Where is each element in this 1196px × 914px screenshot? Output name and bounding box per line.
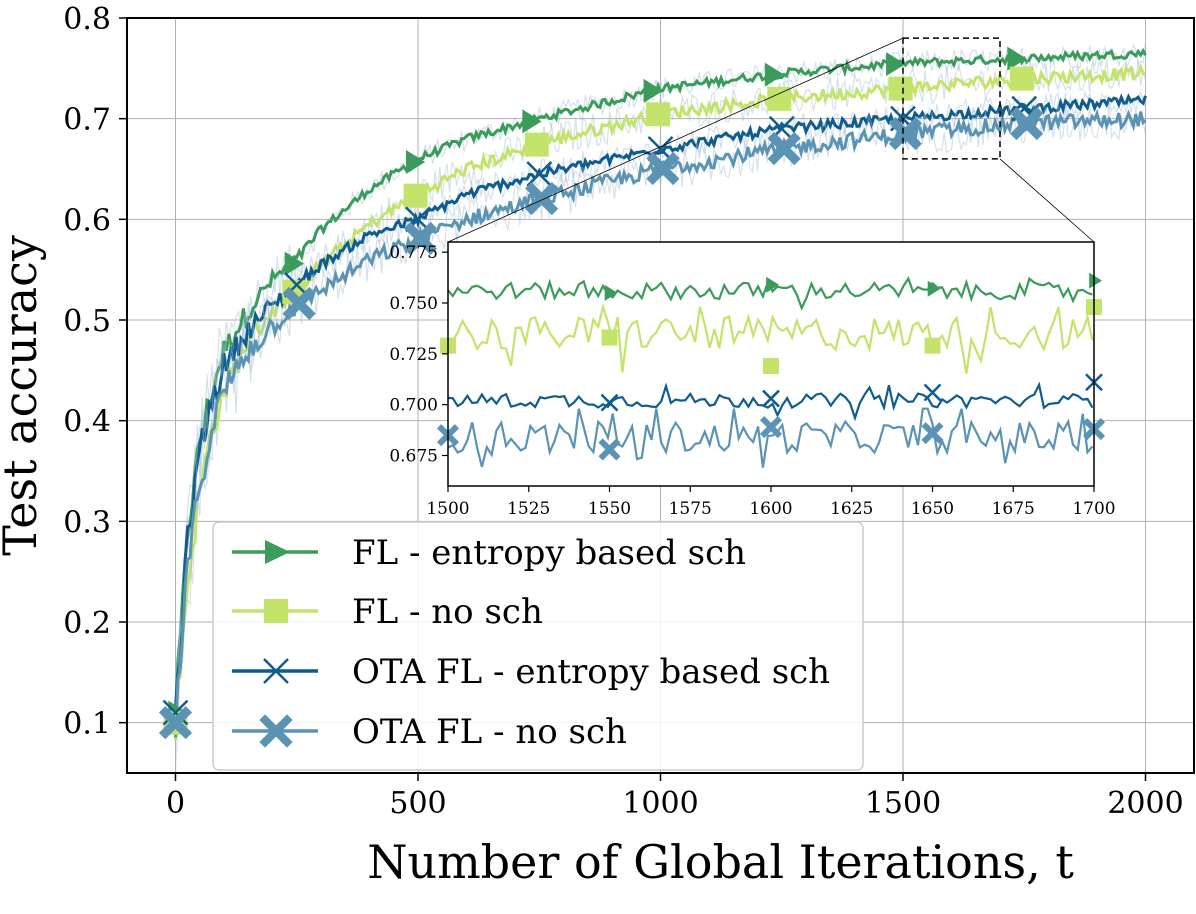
marker-ota-fl-no-sch [525, 182, 559, 216]
marker-ota-fl-no-sch [158, 706, 193, 740]
marker-ota-fl-no-sch [282, 286, 316, 320]
legend-swatch-fl-nosch [232, 599, 318, 623]
inset-marker-fl-no-sch [601, 329, 618, 346]
marker-fl-no-sch [646, 102, 671, 127]
legend-label-fl-entropy: FL - entropy based sch [352, 533, 746, 573]
marker-ota-fl-no-sch [403, 221, 437, 256]
inset-marker-fl-entropy-based-sch [1089, 272, 1102, 289]
inset-plot: 1500 1525 1550 1575 1600 1625 1650 1675 1700 0.67… [389, 241, 1116, 519]
y-tick-label: 0.2 [63, 606, 111, 641]
zoom-connector [999, 158, 1095, 243]
legend-swatch-ota-entropy [232, 658, 318, 684]
series-noise-ota-fl-entropy-based-sch [174, 89, 1147, 678]
inset-line-ota-fl-no-sch [447, 407, 1094, 468]
marker-fl-entropy-based-sch [284, 251, 304, 276]
inset-marker-ota-fl-no-sch [759, 415, 783, 439]
legend-entry-ota-nosch: OTA FL - no sch [232, 712, 627, 752]
x-tick-label: 1000 [622, 786, 698, 821]
series-noise-fl-entropy-based-sch [174, 43, 1147, 697]
marker-ota-fl-no-sch [888, 117, 922, 151]
legend-swatch-fl-entropy [232, 540, 318, 564]
legend-frame [212, 521, 864, 771]
inset-line-fl-no-sch [447, 303, 1094, 374]
inset-marker-ota-fl-no-sch [598, 438, 621, 461]
marker-ota-fl-no-sch [1010, 107, 1044, 141]
marker-fl-entropy-based-sch [643, 78, 663, 103]
y-tick-label: 0.1 [63, 707, 111, 742]
legend: FL - entropy based sch FL - no sch OTA F… [212, 521, 864, 771]
marker-fl-no-sch [403, 183, 428, 208]
inset-x-tick-label: 1575 [669, 499, 712, 519]
inset-x-tick-label: 1500 [426, 499, 469, 519]
inset-marker-fl-entropy-based-sch [604, 284, 618, 301]
legend-swatch-ota-nosch [232, 714, 318, 748]
series-line-ota-fl-entropy-based-sch [174, 93, 1147, 708]
inset-x-tick-label: 1600 [749, 499, 792, 519]
marker-fl-no-sch [767, 86, 792, 111]
marker-fl-no-sch [1009, 66, 1034, 91]
inset-x-tick-label: 1625 [830, 499, 873, 519]
main-plot: 0 500 1000 1500 2000 0.1 0.2 0.3 0.4 0.5 0.6 0.7 0.8… [0, 2, 1195, 889]
inset-y-tick-label: 0.700 [389, 396, 438, 416]
marker-fl-no-sch [524, 132, 549, 157]
x-tick-label: 2000 [1107, 786, 1183, 821]
marker-fl-entropy-based-sch [1007, 46, 1027, 71]
y-tick-label: 0.4 [63, 405, 111, 440]
inset-y-tick-label: 0.725 [389, 345, 438, 365]
inset-x-tick-label: 1550 [588, 499, 631, 519]
y-tick-label: 0.7 [63, 103, 111, 138]
inset-x-tick-label: 1650 [911, 499, 954, 519]
zoom-connector [447, 37, 904, 243]
marker-fl-entropy-based-sch [886, 52, 906, 77]
x-axis-label: Number of Global Iterations, t [367, 835, 1074, 889]
inset-marker-ota-fl-entropy-based-sch [762, 389, 780, 408]
legend-label-ota-entropy: OTA FL - entropy based sch [352, 652, 830, 692]
marker-ota-fl-no-sch [767, 132, 801, 166]
inset-marker-fl-entropy-based-sch [927, 280, 941, 297]
inset-marker-ota-fl-entropy-based-sch [600, 393, 619, 412]
inset-marker-fl-no-sch [763, 358, 779, 375]
x-tick-label: 500 [389, 786, 446, 821]
inset-marker-ota-fl-entropy-based-sch [923, 383, 942, 402]
marker-fl-entropy-based-sch [522, 109, 542, 134]
marker-fl-no-sch [888, 76, 913, 101]
inset-marker-fl-no-sch [924, 337, 941, 354]
inset-marker-fl-entropy-based-sch [766, 276, 779, 293]
legend-label-fl-nosch: FL - no sch [352, 592, 543, 632]
inset-line-ota-fl-entropy-based-sch [447, 381, 1094, 422]
legend-label-ota-nosch: OTA FL - no sch [352, 712, 627, 752]
inset-y-tick-label: 0.750 [389, 294, 438, 314]
zoom-region-box [902, 37, 1001, 160]
legend-entry-fl-entropy: FL - entropy based sch [232, 533, 746, 573]
inset-x-tick-label: 1700 [1072, 499, 1115, 519]
y-tick-label: 0.5 [63, 304, 111, 339]
y-tick-label: 0.6 [63, 203, 111, 238]
x-tick-label: 0 [166, 786, 185, 821]
legend-entry-ota-entropy: OTA FL - entropy based sch [232, 652, 830, 692]
x-tick-label: 1500 [865, 786, 941, 821]
y-tick-label: 0.8 [63, 2, 111, 37]
y-axis-label: Test accuracy [0, 235, 47, 556]
marker-ota-fl-entropy-based-sch [526, 161, 553, 187]
inset-x-tick-label: 1525 [507, 499, 550, 519]
inset-y-tick-label: 0.675 [389, 447, 438, 467]
marker-fl-entropy-based-sch [405, 149, 426, 174]
legend-entry-fl-nosch: FL - no sch [232, 592, 543, 632]
y-tick-label: 0.3 [63, 505, 111, 540]
marker-ota-fl-no-sch [646, 152, 680, 186]
marker-fl-entropy-based-sch [764, 62, 785, 87]
inset-marker-ota-fl-no-sch [921, 422, 944, 445]
inset-x-tick-label: 1675 [992, 499, 1035, 519]
inset-y-tick-label: 0.775 [389, 243, 438, 263]
